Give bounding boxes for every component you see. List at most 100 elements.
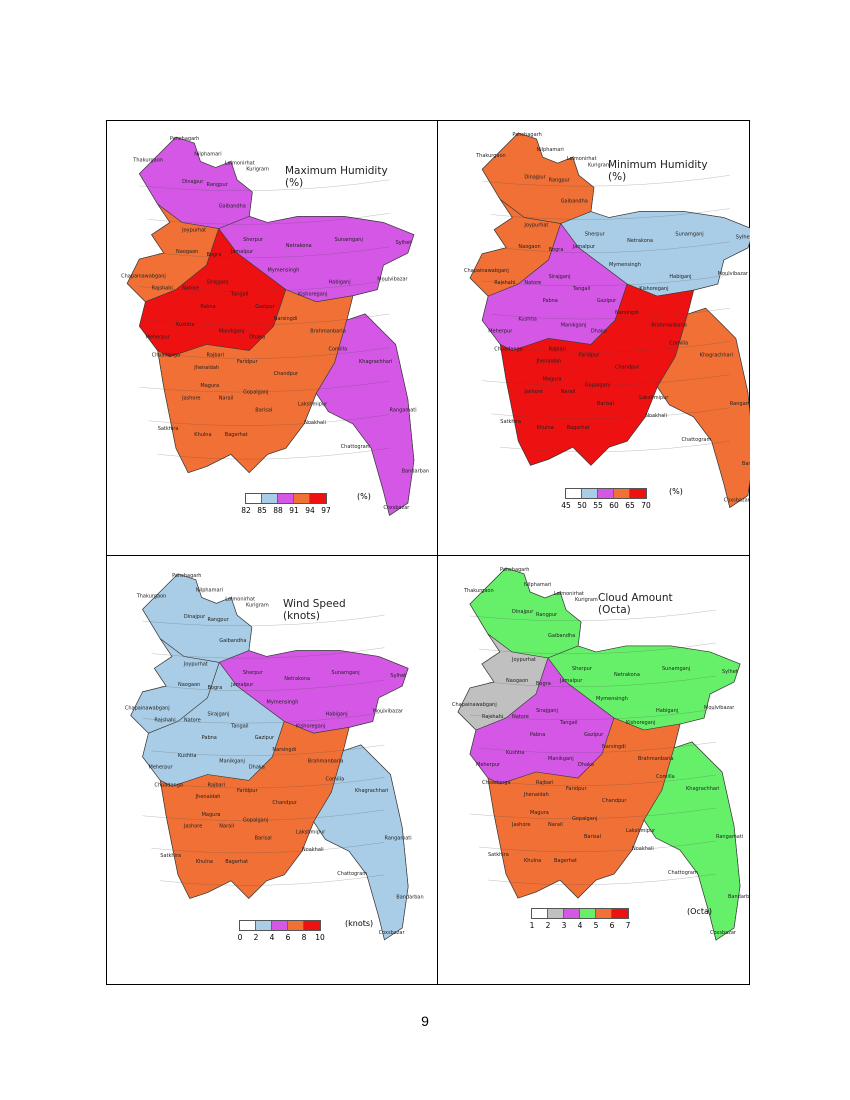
place-label: Moulvibazar	[718, 271, 749, 277]
place-label: Moulvibazar	[373, 709, 404, 715]
place-label: Chattogram	[337, 871, 367, 877]
place-label: Kushtia	[518, 316, 536, 322]
place-label: Naogaon	[506, 678, 528, 684]
legend-color-box	[582, 489, 598, 498]
legend-tick-label: 60	[609, 501, 619, 510]
place-label: Lalmonirhat	[567, 156, 597, 162]
place-label: Meherpur	[476, 762, 501, 768]
place-label: Kishoreganj	[626, 720, 655, 726]
legend-color-box	[272, 921, 288, 930]
place-label: Khulna	[196, 859, 213, 865]
place-label: Lakshmipur	[298, 402, 328, 408]
place-label: Joypurhat	[183, 661, 208, 667]
place-label: Tangail	[572, 286, 590, 292]
legend-tick-label: 0	[237, 933, 243, 942]
place-label: Panchagarh	[512, 132, 541, 138]
legend-tick-label: 7	[625, 921, 631, 930]
legend-color-box	[304, 921, 320, 930]
legend-color-boxes	[565, 488, 647, 499]
place-label: Mymensingh	[267, 700, 299, 706]
place-label: Satkhira	[160, 853, 181, 859]
place-label: Brahmanbaria	[638, 756, 674, 762]
place-label: Sirajganj	[208, 712, 230, 718]
legend-tick-label: 82	[241, 506, 251, 515]
district-boundary	[160, 874, 385, 886]
place-label: Mymensingh	[596, 696, 628, 702]
place-label: Noakhali	[645, 413, 667, 419]
place-label: Sherpur	[572, 666, 593, 672]
place-label: Moulvibazar	[377, 276, 408, 282]
place-label: Chuadanga	[482, 780, 511, 786]
place-label: Panchagarh	[500, 567, 529, 573]
place-label: Jhenaidah	[523, 792, 549, 798]
place-label: Naogaon	[176, 249, 198, 255]
place-label: Manikganj	[219, 328, 245, 334]
place-label: Rajbari	[208, 782, 226, 788]
place-label: Jashore	[183, 824, 202, 830]
place-label: Kishoreganj	[298, 292, 327, 298]
place-label: Rajbari	[549, 347, 567, 353]
place-label: Rangpur	[207, 182, 229, 188]
place-label: Natore	[524, 280, 541, 286]
place-label: Gazipur	[255, 735, 275, 741]
legend-tick-label: 91	[289, 506, 299, 515]
district-region	[139, 136, 253, 229]
place-label: Natore	[512, 714, 529, 720]
place-label: Rajshahi	[482, 714, 503, 720]
legend-tick-label: 70	[641, 501, 651, 510]
legend-tick-label: 8	[301, 933, 307, 942]
legend-color-box	[614, 489, 630, 498]
district-boundary	[142, 712, 385, 724]
place-label: Sunamganj	[331, 670, 359, 676]
legend-color-box	[566, 489, 582, 498]
place-label: Chandpur	[602, 798, 627, 804]
place-label: Barisal	[255, 408, 272, 414]
place-label: Chapainawabganj	[121, 273, 166, 279]
place-label: Panchagarh	[170, 136, 199, 142]
place-label: Mymensingh	[268, 267, 300, 273]
place-label: Kushtia	[506, 750, 524, 756]
place-label: Sherpur	[243, 237, 264, 243]
map-title-line1: Wind Speed	[283, 598, 346, 610]
map-panel-cloud-amount: Panchagarh Thakurgaon Nilphamari Lalmonirha…	[438, 556, 750, 985]
district-region	[130, 638, 220, 734]
legend-color-box	[580, 909, 596, 918]
place-label: Khagrachhari	[700, 353, 733, 359]
district-boundary	[500, 241, 730, 253]
district-boundary	[139, 380, 390, 393]
legend-tick-label: 2	[253, 933, 259, 942]
place-label: Sirajganj	[536, 708, 558, 714]
map-panel-wind-speed: Panchagarh Thakurgaon Nilphamari Lalmonirha…	[107, 556, 437, 985]
place-label: Mymensingh	[609, 262, 641, 268]
place-label: Lalmonirhat	[225, 161, 255, 167]
place-label: Magura	[530, 810, 549, 816]
legend-unit: (%)	[669, 487, 683, 496]
map-panel-minimum-humidity: Panchagarh Thakurgaon Nilphamari Lalmonirha…	[438, 121, 750, 555]
map-title-line1: Minimum Humidity	[608, 159, 708, 171]
place-label: Pabna	[202, 735, 217, 741]
place-label: Joypurhat	[181, 228, 206, 234]
place-label: Kurigram	[588, 162, 611, 168]
district-boundary	[482, 175, 730, 187]
place-label: Gopalganj	[585, 383, 610, 389]
bangladesh-map-cloud-amount: Panchagarh Thakurgaon NilphamariLalmonirha…	[452, 567, 750, 941]
bangladesh-map-minimum-humidity: Panchagarh Thakurgaon NilphamariLalmonirha…	[464, 132, 750, 509]
place-label: Gaibandha	[561, 199, 588, 205]
legend-tick-label: 4	[577, 921, 583, 930]
place-label: Bogra	[536, 681, 551, 687]
legend-tick-label: 85	[257, 506, 267, 515]
district-boundary	[148, 213, 390, 225]
place-label: Jhenaidah	[195, 794, 221, 800]
district-boundary	[148, 414, 390, 426]
place-label: Thakurgaon	[463, 588, 494, 594]
map-title-line2: (%)	[285, 177, 304, 189]
place-label: Sherpur	[243, 670, 264, 676]
district-boundary	[148, 313, 390, 326]
place-label: Thakurgaon	[136, 594, 167, 600]
legend-color-boxes	[531, 908, 629, 919]
place-label: Habiganj	[669, 274, 691, 280]
place-label: Naogaon	[518, 244, 540, 250]
page-number: 9	[421, 1013, 429, 1029]
district-boundary	[151, 647, 385, 659]
place-label: Jhenaidah	[193, 365, 219, 371]
